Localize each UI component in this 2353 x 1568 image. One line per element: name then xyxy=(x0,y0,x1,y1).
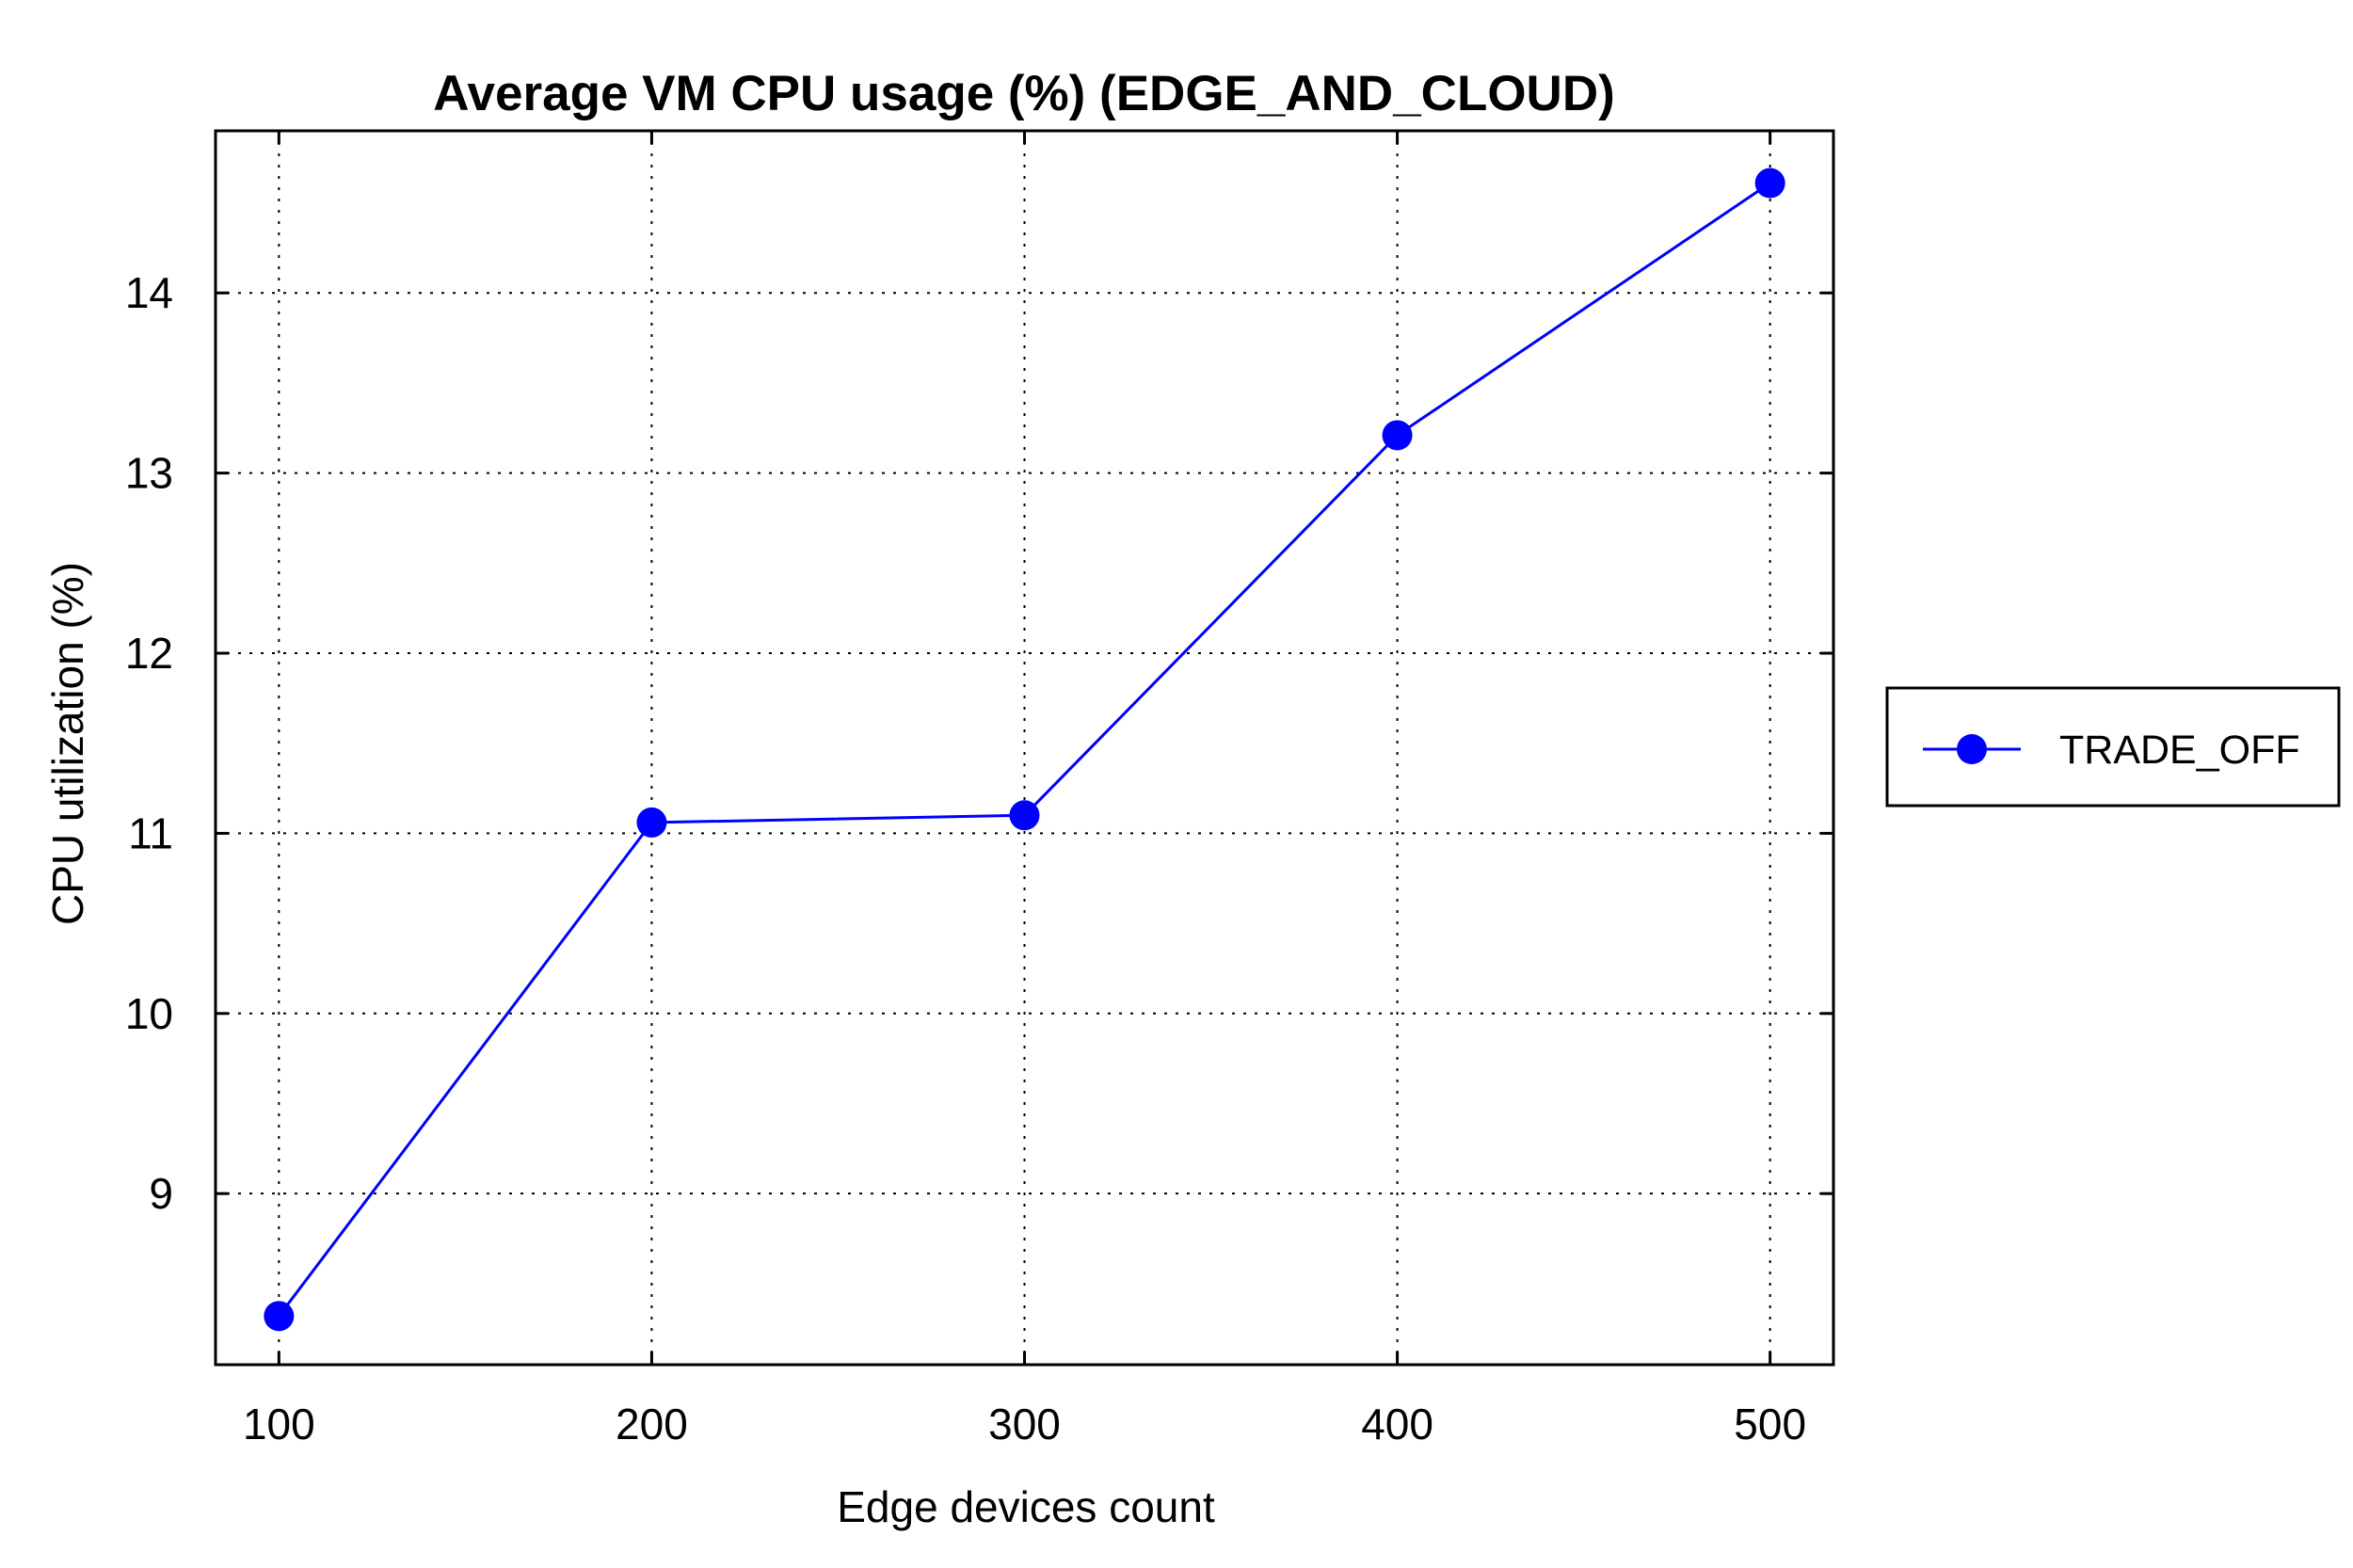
legend: TRADE_OFF xyxy=(1885,686,2341,808)
y-tick-label: 10 xyxy=(125,989,173,1038)
legend-marker xyxy=(1957,734,1987,764)
series-layer xyxy=(264,168,1785,1332)
tick-labels: 100 200 300 400 500 9 10 11 12 13 14 xyxy=(125,268,1806,1448)
y-tick-label: 9 xyxy=(149,1169,173,1218)
y-tick-label: 11 xyxy=(128,808,173,857)
x-axis-label: Edge devices count xyxy=(837,1482,1215,1531)
data-point xyxy=(264,1301,295,1332)
chart-title: Average VM CPU usage (%) (EDGE_AND_CLOUD… xyxy=(433,66,1615,121)
y-tick-label: 13 xyxy=(125,449,173,498)
y-tick-label: 12 xyxy=(125,629,173,678)
data-point xyxy=(1754,168,1785,199)
y-tick-label: 14 xyxy=(125,268,173,317)
x-tick-label: 300 xyxy=(988,1400,1061,1448)
legend-label: TRADE_OFF xyxy=(2059,728,2300,773)
y-axis-label: CPU utilization (%) xyxy=(43,562,92,925)
x-tick-label: 500 xyxy=(1734,1400,1806,1448)
plot-frame xyxy=(214,129,1835,1367)
data-point xyxy=(1382,420,1413,451)
axis-ticks xyxy=(216,131,1833,1365)
data-point xyxy=(1009,800,1040,831)
x-tick-label: 200 xyxy=(616,1400,688,1448)
x-tick-label: 400 xyxy=(1361,1400,1433,1448)
x-tick-label: 100 xyxy=(243,1400,315,1448)
series-line xyxy=(278,182,1771,1318)
data-point xyxy=(636,807,667,838)
grid-lines xyxy=(216,131,1833,1365)
